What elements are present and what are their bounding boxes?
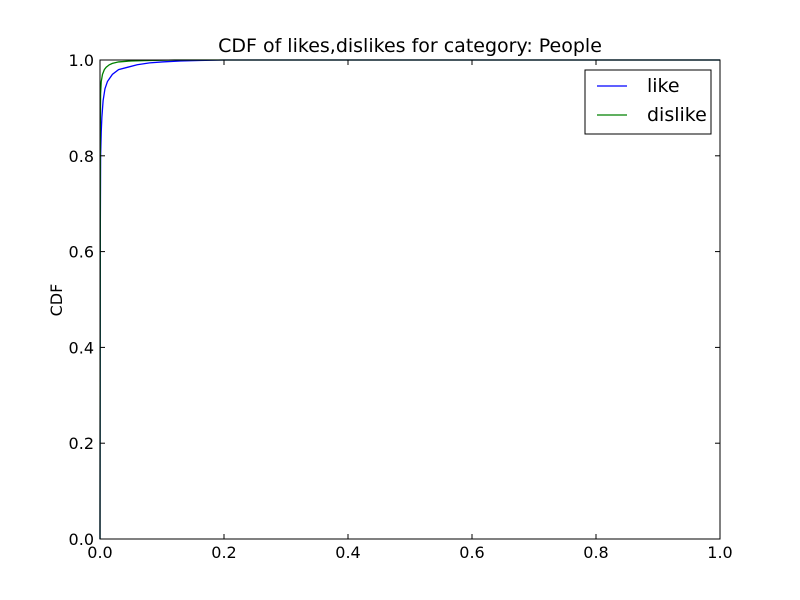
plot-lines <box>99 59 720 540</box>
x-tick-label: 0.4 <box>335 543 360 562</box>
chart-title: CDF of likes,dislikes for category: Peop… <box>218 35 602 57</box>
x-tick-labels: 0.0 0.2 0.4 0.6 0.8 1.0 <box>87 543 732 562</box>
legend-label-like: like <box>647 75 680 97</box>
series-line-like <box>99 59 720 540</box>
y-tick-label: 0.4 <box>69 338 94 357</box>
y-tick-label: 0.8 <box>69 147 94 166</box>
x-tick-label: 0.2 <box>211 543 236 562</box>
y-tick-labels: 0.0 0.2 0.4 0.6 0.8 1.0 <box>69 51 94 549</box>
legend: like dislike <box>584 69 712 135</box>
x-tick-label: 0.0 <box>87 543 112 562</box>
y-tick-label: 0.6 <box>69 243 94 262</box>
y-tick-label: 0.2 <box>69 434 94 453</box>
x-tick-label: 1.0 <box>707 543 732 562</box>
y-axis-label: CDF <box>47 284 66 317</box>
plot-frame <box>99 59 721 540</box>
series-line-dislike <box>99 59 720 540</box>
x-tick-label: 0.8 <box>583 543 608 562</box>
y-tick-label: 0.0 <box>69 530 94 549</box>
legend-box <box>584 69 712 135</box>
y-tick-label: 1.0 <box>69 51 94 70</box>
legend-label-dislike: dislike <box>647 104 707 126</box>
x-tick-label: 0.6 <box>459 543 484 562</box>
